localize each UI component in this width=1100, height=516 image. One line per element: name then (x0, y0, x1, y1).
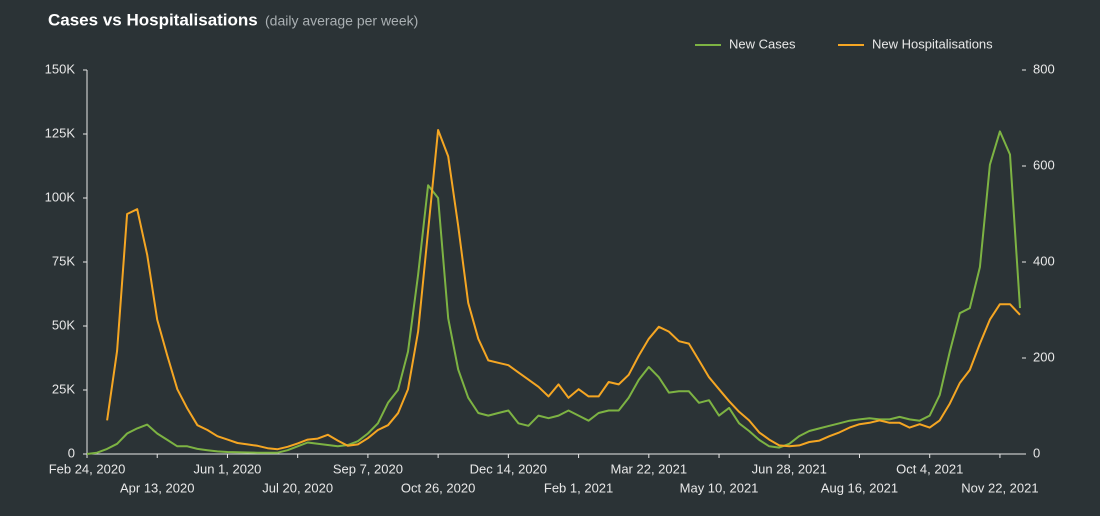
x-tick-label: Feb 1, 2021 (544, 480, 613, 495)
y-tick-label: 75K (52, 253, 75, 268)
series-line (106, 129, 1021, 451)
chart-subtitle: (daily average per week) (265, 13, 418, 29)
y-tick-label: 50K (52, 317, 75, 332)
y-tick-label: 0 (68, 445, 75, 460)
y2-tick-label: 200 (1033, 349, 1055, 364)
x-tick-label: Nov 22, 2021 (961, 480, 1038, 495)
chart-title: Cases vs Hospitalisations (48, 10, 258, 29)
y-tick-label: 150K (45, 61, 76, 76)
y2-tick-label: 0 (1033, 445, 1040, 460)
x-tick-label: Jul 20, 2020 (262, 480, 333, 495)
x-tick-label: Oct 4, 2021 (896, 461, 963, 476)
x-tick-label: May 10, 2021 (680, 480, 759, 495)
x-tick-label: Feb 24, 2020 (49, 461, 126, 476)
x-tick-label: Dec 14, 2020 (470, 461, 547, 476)
y-tick-label: 100K (45, 189, 76, 204)
y-tick-label: 125K (45, 125, 76, 140)
y2-tick-label: 600 (1033, 157, 1055, 172)
x-tick-label: Oct 26, 2020 (401, 480, 475, 495)
x-tick-label: Mar 22, 2021 (611, 461, 688, 476)
y-tick-label: 25K (52, 381, 75, 396)
x-tick-label: Sep 7, 2020 (333, 461, 403, 476)
x-tick-label: Jun 28, 2021 (752, 461, 827, 476)
y2-tick-label: 400 (1033, 253, 1055, 268)
y2-tick-label: 800 (1033, 61, 1055, 76)
legend-label: New Hospitalisations (872, 36, 993, 51)
legend-label: New Cases (729, 36, 796, 51)
x-tick-label: Apr 13, 2020 (120, 480, 194, 495)
x-tick-label: Jun 1, 2020 (193, 461, 261, 476)
x-tick-label: Aug 16, 2021 (821, 480, 898, 495)
series-line (86, 130, 1021, 455)
